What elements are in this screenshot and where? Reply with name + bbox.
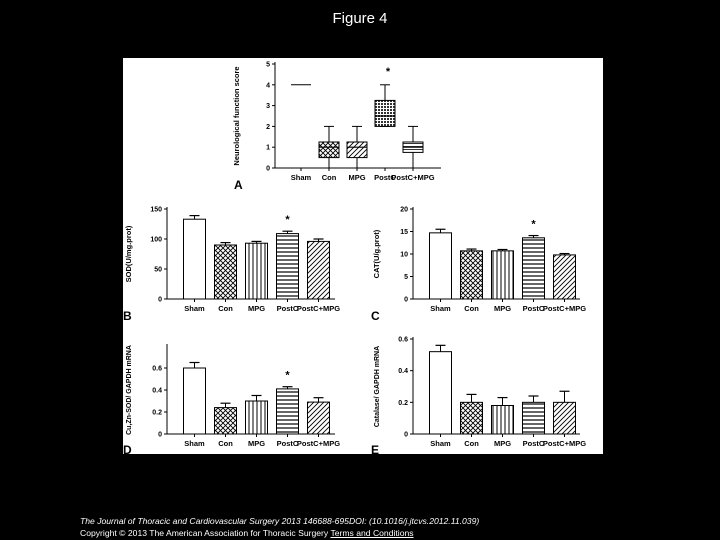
- x-tick-label: Sham: [291, 173, 312, 182]
- y-tick-label: 0.4: [152, 388, 162, 395]
- x-tick-label: Sham: [184, 439, 205, 448]
- bar: [460, 401, 483, 435]
- x-tick-label: PostC: [277, 304, 299, 313]
- bar: [491, 405, 514, 435]
- panel-d: 0 0.2 0.4 0.6 Cu,Zn-SOD/ GAPDH mRNA Sham Con MP…: [123, 344, 340, 454]
- box: [318, 141, 340, 159]
- x-tick-label: MPG: [248, 439, 265, 448]
- bar: [491, 250, 514, 300]
- bar: [522, 401, 545, 435]
- figure-4: 0 1 2 3 4 5 Neurological function score Sham Con…: [123, 58, 603, 454]
- y-tick-label: 10: [400, 252, 408, 259]
- bar: [307, 401, 330, 435]
- y-tick-label: 0.6: [398, 337, 408, 344]
- x-tick-label: PostC: [277, 439, 299, 448]
- journal-citation: The Journal of Thoracic and Cardiovascul…: [80, 516, 480, 526]
- y-tick-label: 100: [150, 237, 162, 244]
- y-axis-label: CAT(U/g.prot): [372, 229, 381, 278]
- x-tick-label: PostC: [374, 173, 396, 182]
- y-tick-label: 3: [266, 103, 270, 110]
- x-tick-label: PostC+MPG: [297, 439, 340, 448]
- y-axis-label: SOD(U/mg.prot): [124, 225, 133, 282]
- y-tick-label: 5: [266, 62, 270, 69]
- x-tick-label: PostC: [523, 439, 545, 448]
- y-axis-label: Catalase/ GAPDH mRNA: [374, 346, 381, 427]
- y-tick-label: 0: [404, 297, 408, 304]
- y-tick-label: 0.2: [398, 400, 408, 407]
- y-tick-label: 4: [266, 82, 270, 89]
- x-tick-label: Sham: [184, 304, 205, 313]
- y-tick-label: 0.6: [152, 366, 162, 373]
- bar: [553, 401, 576, 435]
- y-tick-label: 5: [404, 274, 408, 281]
- copyright-text: Copyright © 2013 The American Associatio…: [80, 528, 329, 538]
- y-tick-label: 0: [158, 432, 162, 439]
- x-tick-label: PostC+MPG: [297, 304, 340, 313]
- y-tick-label: 0: [158, 297, 162, 304]
- x-tick-label: Con: [322, 173, 337, 182]
- bar: [245, 400, 268, 435]
- x-tick-label: Sham: [430, 304, 451, 313]
- y-tick-label: 2: [266, 124, 270, 131]
- bar: [460, 250, 483, 300]
- x-tick-label: PostC+MPG: [543, 439, 586, 448]
- y-tick-label: 0: [266, 166, 270, 173]
- box: [374, 99, 396, 127]
- panel-letter: E: [371, 443, 379, 454]
- bar: [214, 244, 237, 300]
- x-tick-label: MPG: [494, 304, 511, 313]
- y-tick-label: 0.4: [398, 368, 408, 375]
- x-tick-label: Con: [464, 439, 479, 448]
- copyright-line: Copyright © 2013 The American Associatio…: [80, 528, 414, 538]
- box: [346, 141, 368, 159]
- x-tick-label: PostC: [523, 304, 545, 313]
- y-tick-label: 15: [400, 229, 408, 236]
- x-tick-label: MPG: [348, 173, 365, 182]
- x-tick-label: Sham: [430, 439, 451, 448]
- x-tick-label: Con: [464, 304, 479, 313]
- bar: [276, 388, 299, 435]
- y-axis-label: Cu,Zn-SOD/ GAPDH mRNA: [126, 345, 133, 435]
- panel-a: 0 1 2 3 4 5 Neurological function score Sham Con…: [232, 62, 441, 192]
- panel-b: 0 50 100 150 SOD(U/mg.prot) Sham Con MPG PostCPo…: [123, 207, 340, 324]
- terms-and-conditions-link[interactable]: Terms and Conditions: [330, 528, 414, 538]
- figure-svg: 0 1 2 3 4 5 Neurological function score Sham Con…: [123, 62, 586, 455]
- y-tick-label: 1: [266, 145, 270, 152]
- y-tick-label: 20: [400, 207, 408, 214]
- significance-marker: *: [285, 214, 290, 226]
- bar: [214, 407, 237, 435]
- y-tick-label: 0.2: [152, 410, 162, 417]
- panel-letter: D: [123, 443, 132, 454]
- panel-letter: A: [234, 178, 243, 192]
- x-tick-label: Con: [218, 439, 233, 448]
- bar: [183, 218, 206, 300]
- significance-marker: *: [531, 219, 536, 231]
- bar: [183, 367, 206, 435]
- y-tick-label: 0: [404, 432, 408, 439]
- x-tick-label: MPG: [494, 439, 511, 448]
- x-tick-label: MPG: [248, 304, 265, 313]
- bar: [245, 242, 268, 300]
- bar: [522, 237, 545, 300]
- significance-marker: *: [285, 370, 290, 382]
- panel-letter: C: [371, 309, 380, 323]
- x-tick-label: PostC+MPG: [543, 304, 586, 313]
- panel-c: 0 5 10 15 20 CAT(U/g.prot) Sham Con MPG PostCPost…: [371, 207, 586, 324]
- slide-title: Figure 4: [332, 10, 388, 27]
- x-tick-label: PostC+MPG: [391, 173, 434, 182]
- bar: [429, 232, 452, 300]
- bar: [429, 351, 452, 435]
- bar: [307, 240, 330, 300]
- panel-e: 0 0.2 0.4 0.6 Catalase/ GAPDH mRNA Sham Con MPG…: [371, 337, 586, 455]
- bar: [553, 254, 576, 300]
- bar: [276, 233, 299, 300]
- y-tick-label: 50: [154, 267, 162, 274]
- x-tick-label: Con: [218, 304, 233, 313]
- y-axis-label: Neurological function score: [232, 66, 241, 165]
- significance-marker: *: [386, 66, 391, 78]
- y-tick-label: 150: [150, 207, 162, 214]
- panel-letter: B: [123, 309, 132, 323]
